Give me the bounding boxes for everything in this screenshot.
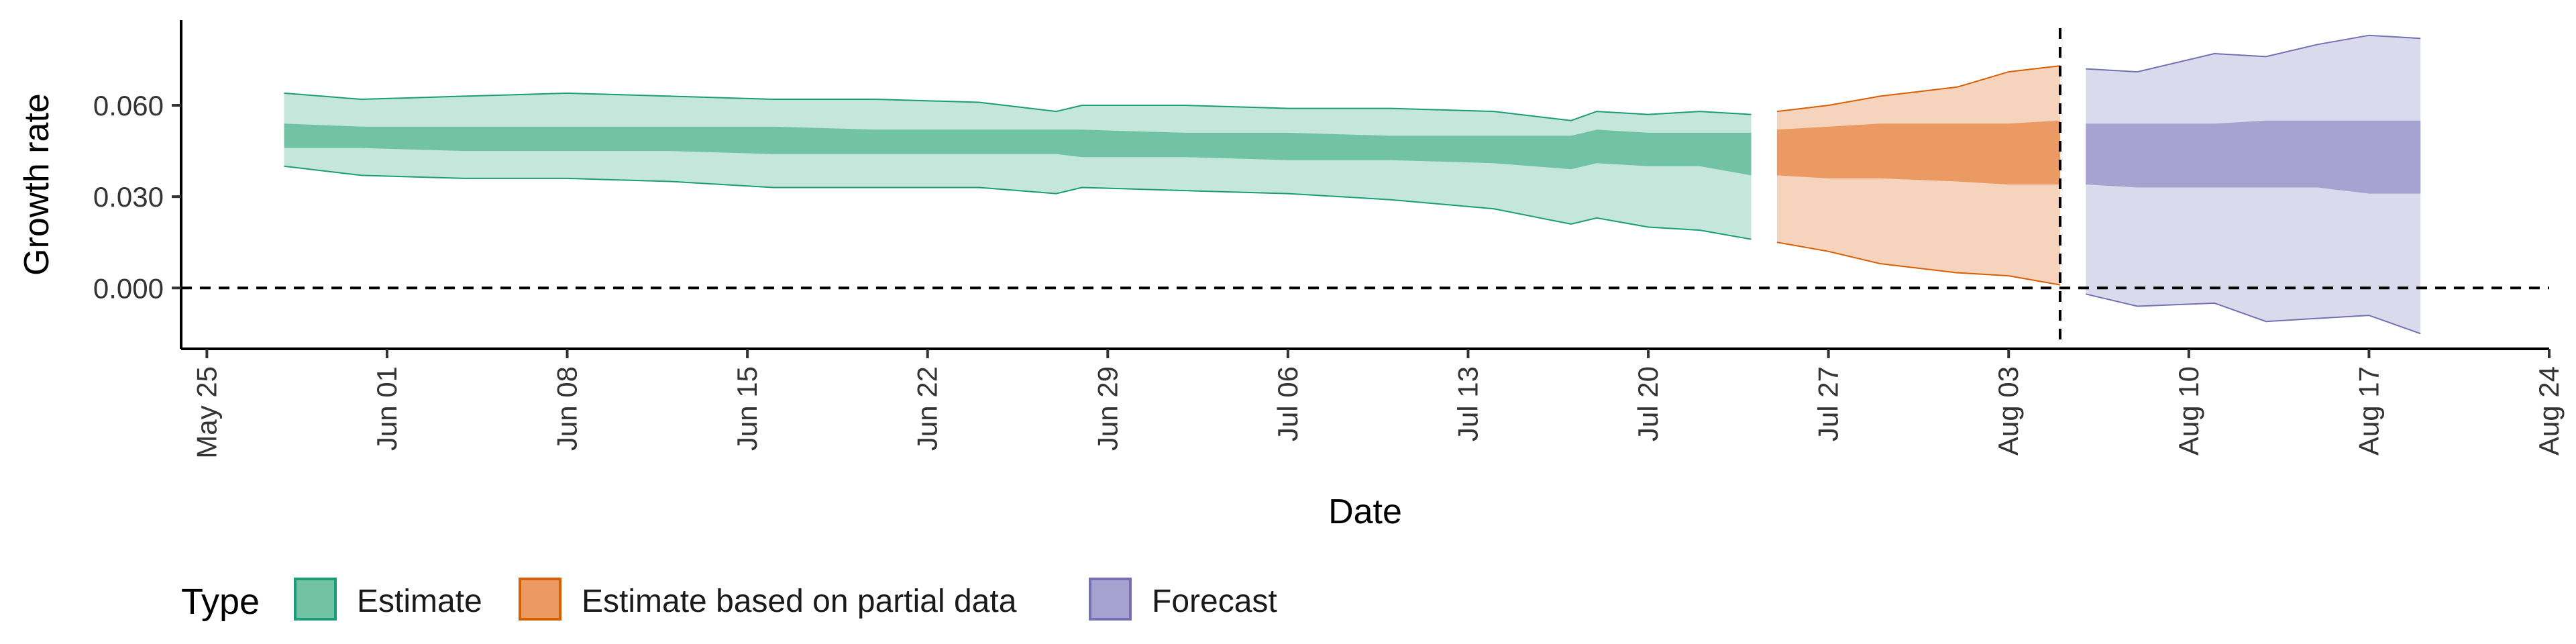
x-tick-label: Jun 29 [1091,366,1123,451]
reference-lines [181,28,2549,349]
x-tick-label: Jul 13 [1452,366,1483,441]
x-tick-label: Jun 01 [371,366,402,451]
inner-band [2086,120,2421,194]
legend-label-1: Estimate based on partial data [582,584,1017,619]
x-tick-label: Aug 10 [2173,366,2204,455]
x-tick-label: May 25 [191,366,222,459]
outer-band [284,93,1752,239]
outer-band-lower-edge [284,165,1752,240]
axes: May 25 Jun 01 Jun 08 Jun 15 Jun 22 Jun 29 Jul … [93,20,2565,459]
band-layer [284,34,2421,335]
x-tick-label: Jun 22 [912,366,943,451]
outer-band-lower-edge [1776,241,2061,286]
outer-band-upper-edge [284,92,1752,121]
series-0 [284,92,1752,240]
legend: Type Estimate Estimate based on partial d… [181,578,1277,622]
inner-band [284,123,1752,176]
x-tick-label: Aug 17 [2353,366,2384,455]
x-tick-label: Jun 08 [551,366,583,451]
x-tick-label: Jul 06 [1272,366,1303,441]
legend-key-2 [1089,578,1132,621]
x-tick-label: Aug 03 [1992,366,2024,455]
outer-band-lower-edge [2086,293,2421,335]
x-axis-ticks: May 25 Jun 01 Jun 08 Jun 15 Jun 22 Jun 29 Jul … [191,349,2565,459]
legend-label-2: Forecast [1152,584,1277,619]
x-tick-label: Jul 20 [1632,366,1664,441]
x-tick-label: Jun 15 [731,366,763,451]
y-axis-title: Growth rate [17,93,56,276]
legend-label-0: Estimate [357,584,482,619]
y-tick-label: 0.000 [93,272,164,304]
x-axis-title: Date [1328,492,1402,531]
outer-band-upper-edge [2086,34,2421,73]
legend-key-0 [294,578,337,621]
series-2 [2086,34,2421,335]
x-tick-label: Jul 27 [1813,366,1844,441]
y-tick-label: 0.060 [93,90,164,121]
outer-band-upper-edge [1776,65,2061,113]
y-axis-ticks: 0.000 0.030 0.060 [93,90,181,304]
x-tick-label: Aug 24 [2533,366,2565,455]
legend-key-1 [519,578,561,621]
series-1 [1776,65,2061,286]
legend-title: Type [181,582,260,622]
y-tick-label: 0.030 [93,181,164,213]
inner-band [1776,120,2060,184]
